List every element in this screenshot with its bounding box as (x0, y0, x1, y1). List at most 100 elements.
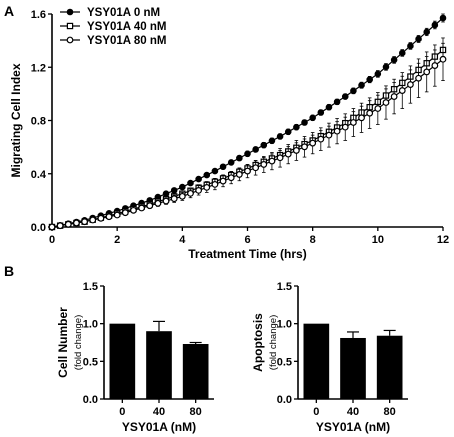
legend: YSY01A 0 nM YSY01A 40 nM YSY01A 80 nM (60, 7, 166, 47)
x-tick-label: 0 (119, 406, 125, 418)
bar (109, 323, 136, 399)
data-point (219, 177, 227, 185)
x-tick-label: 40 (153, 406, 165, 418)
y-tick-label: 1.5 (83, 281, 98, 293)
x-tick-label: 8 (310, 234, 316, 246)
data-point (170, 187, 178, 194)
data-point (292, 147, 300, 154)
y-tick-label: 1.2 (31, 62, 46, 74)
data-point (382, 99, 390, 106)
data-point (341, 93, 349, 100)
data-point (227, 159, 235, 166)
data-point (317, 109, 325, 116)
series-1 (48, 13, 447, 231)
y-axis-sublabel: (fold change) (73, 315, 84, 370)
data-point (301, 119, 308, 126)
legend-entry: YSY01A 0 nM (87, 7, 160, 19)
data-point (154, 199, 162, 207)
y-tick-label: 0.5 (277, 356, 292, 368)
legend-marker (66, 8, 74, 16)
data-point (431, 21, 439, 29)
data-point (276, 154, 284, 162)
data-point (349, 119, 357, 126)
data-point (293, 123, 300, 131)
y-axis-label: Migrating Cell Index (9, 63, 23, 177)
bar (182, 344, 209, 399)
data-point (358, 81, 365, 89)
data-point (382, 63, 390, 71)
data-point (64, 220, 72, 228)
data-point (284, 150, 292, 158)
data-point (423, 28, 431, 36)
data-point (252, 146, 259, 153)
data-point (366, 109, 374, 117)
data-point (390, 56, 398, 64)
data-point (203, 171, 211, 179)
data-point (170, 195, 178, 203)
x-tick-label: 6 (244, 234, 250, 246)
data-point (276, 133, 284, 140)
data-point (73, 219, 80, 227)
data-point (333, 127, 341, 135)
data-point (56, 222, 64, 230)
data-point (407, 42, 414, 50)
data-point (89, 216, 97, 224)
x-tick-label: 80 (190, 406, 202, 418)
bar-chart-apoptosis: 0.0 0.5 1.0 1.5 0 40 80 YSY01A (nM) Apoptosis (fo… (251, 281, 408, 434)
data-point (146, 202, 154, 210)
y-tick-label: 0.8 (31, 116, 46, 128)
x-tick-label: 4 (179, 234, 186, 246)
legend-entry: YSY01A 80 nM (87, 35, 166, 47)
y-tick-label: 0.5 (83, 356, 98, 368)
x-tick-label: 0 (49, 234, 55, 246)
data-point (244, 167, 251, 175)
x-axis-label: Treatment Time (hrs) (188, 247, 306, 261)
series-line (51, 49, 444, 228)
y-axis-sublabel: (fold change) (268, 315, 279, 370)
data-point (81, 218, 88, 226)
data-point (309, 139, 317, 147)
panel-label-b: B (4, 263, 14, 279)
x-tick-label: 10 (372, 234, 384, 246)
y-tick-label: 0.0 (277, 394, 292, 406)
y-axis-label: Apoptosis (251, 313, 265, 372)
data-point (268, 137, 276, 145)
x-tick-label: 0 (313, 406, 319, 418)
data-point (187, 189, 194, 197)
line-chart-migration: 0.0 0.4 0.8 1.2 1.6 0 2 4 6 8 10 12 Treatment Time (… (9, 7, 449, 261)
data-point (138, 204, 146, 212)
data-point (415, 74, 422, 82)
data-point (301, 143, 308, 151)
data-point (284, 128, 292, 136)
data-point (398, 49, 406, 57)
y-axis-label: Cell Number (56, 307, 70, 378)
bar-chart-cell-number: 0.0 0.5 1.0 1.5 0 40 80 YSY01A (nM) Cell Number(… (56, 281, 214, 434)
series-line (51, 58, 444, 228)
legend-entry: YSY01A 40 nM (87, 21, 166, 33)
x-tick-label: 40 (347, 406, 359, 418)
x-tick-label: 12 (437, 234, 449, 246)
x-axis-label: YSY01A (nM) (122, 420, 196, 434)
data-point (325, 103, 333, 111)
data-point (48, 223, 56, 231)
data-point (244, 150, 251, 158)
data-point (252, 164, 260, 172)
series-3 (48, 37, 447, 231)
data-point (390, 93, 398, 100)
legend-marker (66, 36, 74, 44)
data-point (195, 186, 203, 194)
y-tick-label: 1.0 (83, 319, 98, 331)
data-point (268, 157, 276, 165)
series-2 (48, 42, 447, 231)
data-point (105, 213, 113, 221)
data-point (423, 68, 431, 76)
data-point (219, 163, 227, 171)
data-point (407, 81, 414, 88)
data-point (431, 62, 439, 69)
data-point (260, 161, 268, 168)
data-point (374, 70, 382, 78)
data-point (374, 105, 382, 112)
data-point (236, 154, 243, 162)
y-tick-label: 0.4 (31, 169, 47, 181)
